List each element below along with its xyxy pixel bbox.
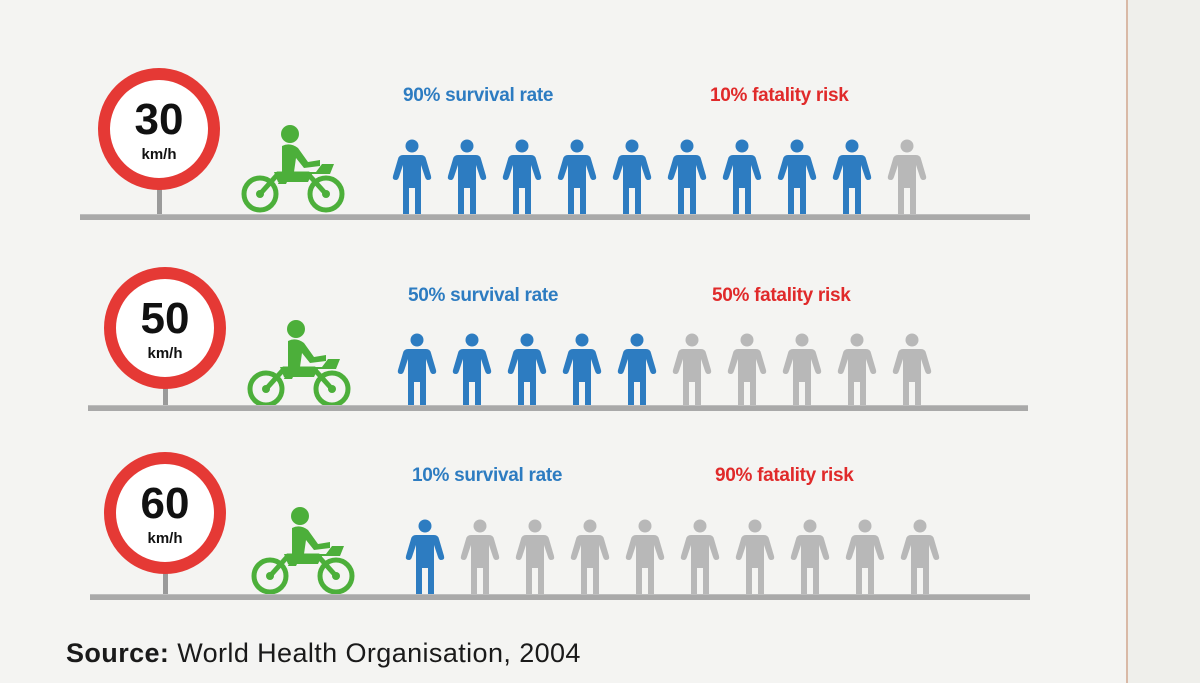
speed-row-60: 60 km/h 10% survival rate 90% fatality r… — [0, 448, 1100, 638]
person-icon-survivor — [395, 332, 439, 410]
person-icon-survivor — [665, 138, 709, 216]
person-icon-fatality — [678, 518, 722, 596]
fatality-risk-label: 90% fatality risk — [715, 465, 854, 486]
survival-rate-label: 90% survival rate — [403, 85, 554, 106]
speed-limit-sign-icon: 30 km/h — [98, 68, 220, 190]
person-icon-fatality — [458, 518, 502, 596]
person-icon-survivor — [775, 138, 819, 216]
speed-row-50: 50 km/h 50% survival rate 50% fatality r… — [0, 255, 1100, 445]
person-icon-survivor — [500, 138, 544, 216]
person-icon-survivor — [445, 138, 489, 216]
person-icon-survivor — [610, 138, 654, 216]
person-icon-fatality — [890, 332, 934, 410]
person-icon-survivor — [560, 332, 604, 410]
page-edge — [1126, 0, 1128, 683]
person-icon-fatality — [623, 518, 667, 596]
ground-line — [88, 405, 1028, 411]
source-citation: Source: World Health Organisation, 2004 — [66, 638, 581, 669]
person-icon-fatality — [788, 518, 832, 596]
fatality-risk-label: 10% fatality risk — [710, 85, 849, 106]
source-label: Source: — [66, 638, 170, 668]
survival-rate-label: 50% survival rate — [408, 285, 559, 306]
speed-value: 60 — [141, 479, 190, 528]
person-icon-fatality — [568, 518, 612, 596]
motorcyclist-icon — [244, 317, 354, 412]
speed-unit: km/h — [147, 345, 182, 362]
source-text: World Health Organisation, 2004 — [169, 638, 581, 668]
ground-line — [90, 594, 1030, 600]
speed-limit-sign-icon: 60 km/h — [104, 452, 226, 574]
person-icon-survivor — [390, 138, 434, 216]
person-icon-fatality — [885, 138, 929, 216]
person-icon-survivor — [830, 138, 874, 216]
people-row — [390, 138, 950, 216]
motorcyclist-icon — [238, 122, 348, 217]
motorcyclist-icon — [248, 504, 358, 599]
people-row — [395, 332, 955, 410]
fatality-risk-label: 50% fatality risk — [712, 285, 851, 306]
person-icon-survivor — [505, 332, 549, 410]
person-icon-survivor — [403, 518, 447, 596]
ground-line — [80, 214, 1030, 220]
person-icon-fatality — [733, 518, 777, 596]
person-icon-survivor — [615, 332, 659, 410]
speed-unit: km/h — [147, 530, 182, 547]
person-icon-fatality — [898, 518, 942, 596]
survival-rate-label: 10% survival rate — [412, 465, 563, 486]
person-icon-fatality — [843, 518, 887, 596]
person-icon-survivor — [450, 332, 494, 410]
person-icon-fatality — [780, 332, 824, 410]
people-row — [403, 518, 963, 596]
speed-row-30: 30 km/h 90% survival rate 10% fatality r… — [0, 60, 1100, 250]
speed-value: 50 — [141, 294, 190, 343]
person-icon-survivor — [720, 138, 764, 216]
person-icon-fatality — [513, 518, 557, 596]
speed-unit: km/h — [141, 146, 176, 163]
person-icon-fatality — [835, 332, 879, 410]
person-icon-fatality — [725, 332, 769, 410]
speed-limit-sign-icon: 50 km/h — [104, 267, 226, 389]
page-margin — [1128, 0, 1200, 683]
person-icon-fatality — [670, 332, 714, 410]
speed-value: 30 — [135, 95, 184, 144]
person-icon-survivor — [555, 138, 599, 216]
